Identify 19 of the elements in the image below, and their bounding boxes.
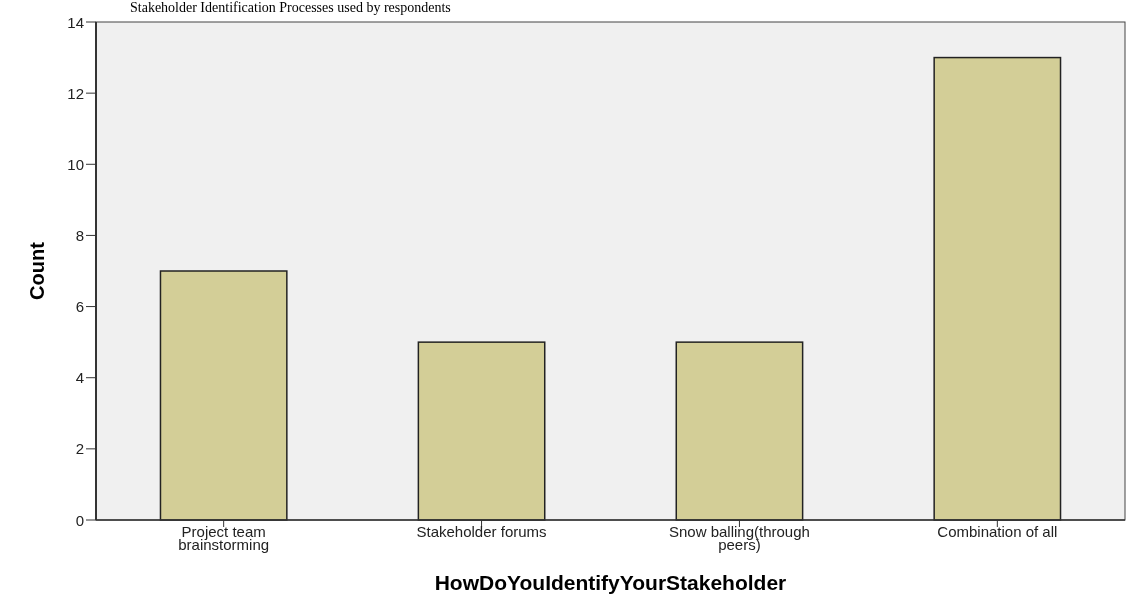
y-axis-title: Count [26,241,48,300]
bar [159,270,288,521]
bar [933,56,1062,521]
x-tick-label: Snow balling(through peers) [668,523,810,553]
y-tick-label: 4 [75,369,84,387]
chart-title: Stakeholder Identification Processes used by respondents [130,0,451,16]
y-tick-label: 2 [75,440,84,458]
x-axis-title: HowDoYouIdentifyYourStakeholder [434,571,787,594]
y-tick-label: 14 [67,13,84,31]
bar [417,341,546,521]
y-tick-label: 8 [75,226,84,244]
y-tick-label: 0 [75,511,84,529]
x-tick-label: Project team brainstorming [178,523,270,553]
y-tick-label: 12 [67,84,84,102]
y-tick-label: 10 [67,155,84,173]
y-tick-label: 6 [75,298,84,316]
bar [675,341,804,521]
x-tick-label: Combination of all [937,523,1058,540]
x-tick-label: Stakeholder forums [416,523,547,540]
